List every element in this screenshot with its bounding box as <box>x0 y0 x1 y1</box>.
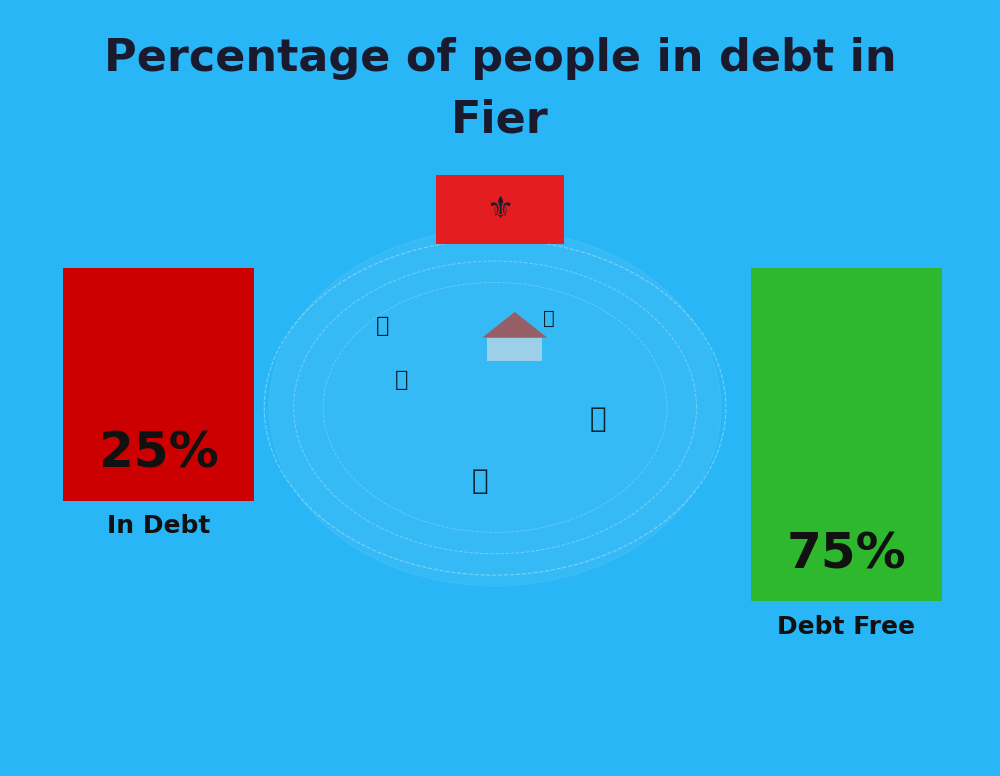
Text: Percentage of people in debt in: Percentage of people in debt in <box>104 36 896 80</box>
Text: 25%: 25% <box>99 429 218 477</box>
Text: In Debt: In Debt <box>107 514 210 539</box>
Polygon shape <box>482 312 547 338</box>
Text: Debt Free: Debt Free <box>777 615 915 639</box>
Circle shape <box>269 229 721 586</box>
Text: 🔑: 🔑 <box>543 309 555 327</box>
Text: 75%: 75% <box>786 530 906 578</box>
Bar <box>436 175 564 244</box>
Bar <box>751 268 942 601</box>
Bar <box>63 268 254 501</box>
Text: 💼: 💼 <box>375 316 389 336</box>
Text: 🎓: 🎓 <box>590 405 607 433</box>
Text: 🚗: 🚗 <box>472 467 489 495</box>
Text: ⚜: ⚜ <box>486 195 514 224</box>
Text: 💰: 💰 <box>395 370 408 390</box>
Bar <box>487 338 542 361</box>
Text: Fier: Fier <box>451 99 549 142</box>
